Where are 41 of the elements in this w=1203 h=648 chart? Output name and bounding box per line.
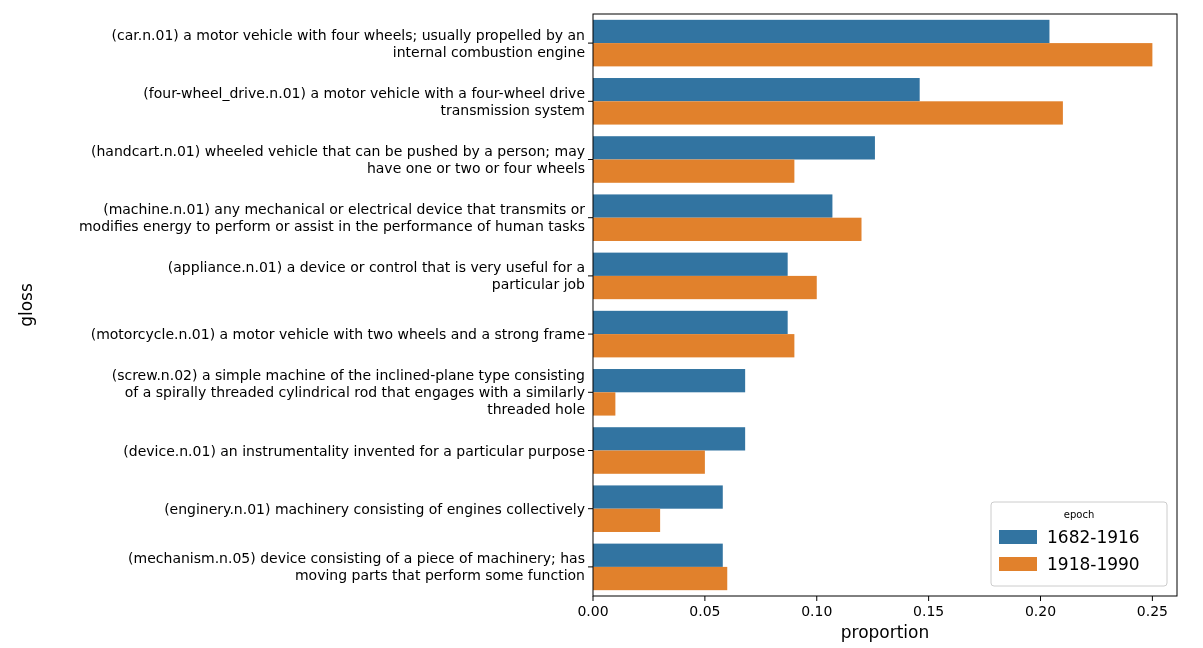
x-tick-label: 0.25 xyxy=(1136,603,1168,619)
bar xyxy=(593,136,875,160)
bar xyxy=(593,392,616,416)
legend-label: 1682-1916 xyxy=(1047,527,1140,547)
bar xyxy=(593,217,862,241)
bar xyxy=(593,194,833,218)
y-tick-label: (handcart.n.01) wheeled vehicle that can be pushed by a person; may have one or two or four wheels xyxy=(90,143,585,176)
y-tick-label: (mechanism.n.05) device consisting of a piece of machinery; has moving parts that perform some function xyxy=(128,550,585,584)
bar xyxy=(593,159,795,183)
y-tick-label: (device.n.01) an instrumentality invented for a particular purpose xyxy=(123,442,585,459)
y-tick-label: (machine.n.01) any mechanical or electrical device that transmits or modifies energy to perform or assist in the performance of human tasks xyxy=(78,201,586,235)
bar xyxy=(593,275,817,300)
bar xyxy=(593,310,788,335)
bar xyxy=(593,19,1050,44)
bar xyxy=(593,43,1153,67)
bar xyxy=(593,566,728,591)
x-tick-label: 0.20 xyxy=(1024,603,1057,619)
x-tick-label: 0.10 xyxy=(801,603,833,619)
bar xyxy=(593,101,1063,125)
legend-title: epoch xyxy=(1063,509,1095,520)
y-axis-title: gloss xyxy=(16,283,36,327)
x-tick-label: 0.15 xyxy=(913,603,945,619)
x-tick-label: 0.05 xyxy=(689,603,721,619)
bar xyxy=(593,543,723,567)
x-axis-title: proportion xyxy=(840,622,930,642)
bar xyxy=(593,78,920,102)
legend-label: 1918-1990 xyxy=(1047,554,1140,574)
bar xyxy=(593,334,795,358)
bar xyxy=(593,485,723,509)
y-tick-label: (car.n.01) a motor vehicle with four wheels; usually propelled by an internal combustion engine xyxy=(111,26,585,60)
y-tick-label: (screw.n.02) a simple machine of the inclined-plane type consisting of a spirally threaded cylindrical rod that engages with a similarly threaded hole xyxy=(111,367,585,418)
bar xyxy=(593,508,661,532)
y-tick-label: (enginery.n.01) machinery consisting of engines collectively xyxy=(164,500,585,517)
bar xyxy=(593,427,746,451)
y-tick-label: (appliance.n.01) a device or control that is very useful for a particular job xyxy=(167,259,586,293)
bar xyxy=(593,450,705,474)
x-tick-label: 0.00 xyxy=(577,603,609,619)
bar xyxy=(593,369,746,393)
bar xyxy=(593,252,788,276)
y-tick-label: (motorcycle.n.01) a motor vehicle with two wheels and a strong frame xyxy=(90,326,585,343)
y-tick-label: (four-wheel_drive.n.01) a motor vehicle with a four-wheel drive transmission system xyxy=(143,84,585,118)
